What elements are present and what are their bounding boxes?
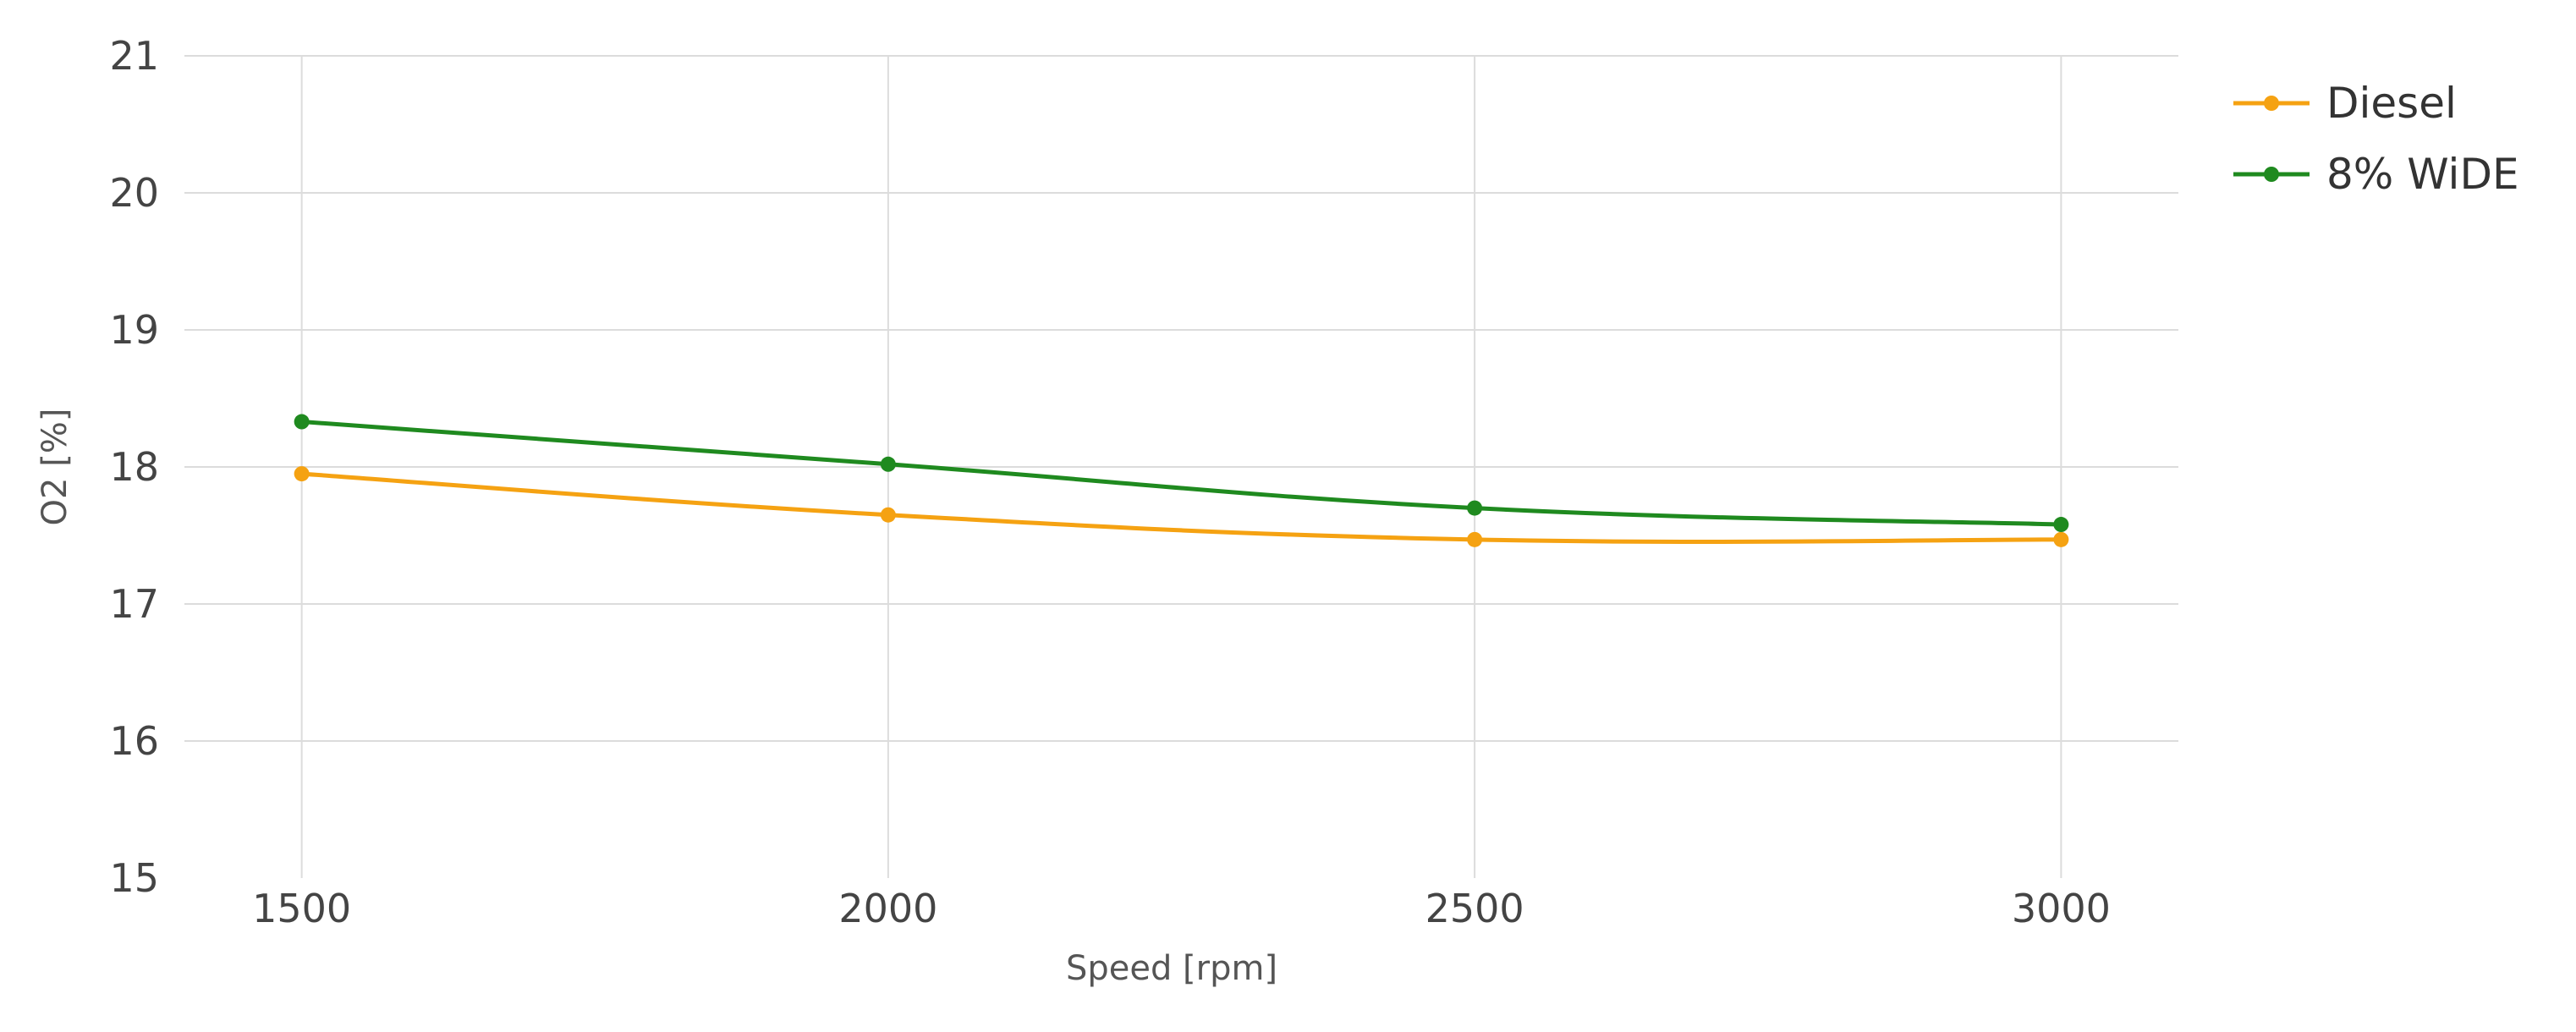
legend-marker-diesel: [2264, 96, 2279, 111]
tick-labels: 15 16 17 18 19 20 21 1500 2000 2500 3000: [109, 33, 2110, 931]
data-point-8-wide: [880, 456, 896, 472]
y-tick-label: 19: [109, 307, 159, 353]
x-tick-label: 1500: [252, 886, 351, 931]
y-tick-label: 20: [109, 170, 159, 216]
legend-marker-8-wide: [2264, 167, 2279, 182]
y-tick-label: 15: [109, 855, 159, 901]
series-line-8-wide: [301, 420, 2062, 527]
data-point-diesel: [294, 466, 310, 482]
data-point-diesel: [1467, 531, 1483, 547]
y-tick-label: 18: [109, 444, 159, 490]
legend: Diesel 8% WiDE: [2233, 79, 2519, 199]
y-tick-label: 21: [109, 33, 159, 79]
data-point-8-wide: [1467, 500, 1483, 516]
gridlines: [184, 55, 2178, 878]
y-tick-label: 16: [109, 718, 159, 764]
plot-area: [294, 414, 2069, 547]
legend-label-8-wide: 8% WiDE: [2326, 150, 2519, 199]
y-tick-label: 17: [109, 581, 159, 627]
data-point-8-wide: [294, 414, 310, 430]
x-tick-label: 2000: [838, 886, 937, 931]
x-axis-title: Speed [rpm]: [1066, 949, 1277, 988]
data-point-diesel: [880, 507, 896, 523]
legend-label-diesel: Diesel: [2326, 79, 2457, 128]
data-point-diesel: [2053, 531, 2069, 547]
x-tick-label: 3000: [2012, 886, 2111, 931]
series-line-diesel: [301, 471, 2062, 544]
data-point-8-wide: [2053, 517, 2069, 533]
y-axis-title: O2 [%]: [36, 409, 74, 526]
x-tick-label: 2500: [1425, 886, 1524, 931]
